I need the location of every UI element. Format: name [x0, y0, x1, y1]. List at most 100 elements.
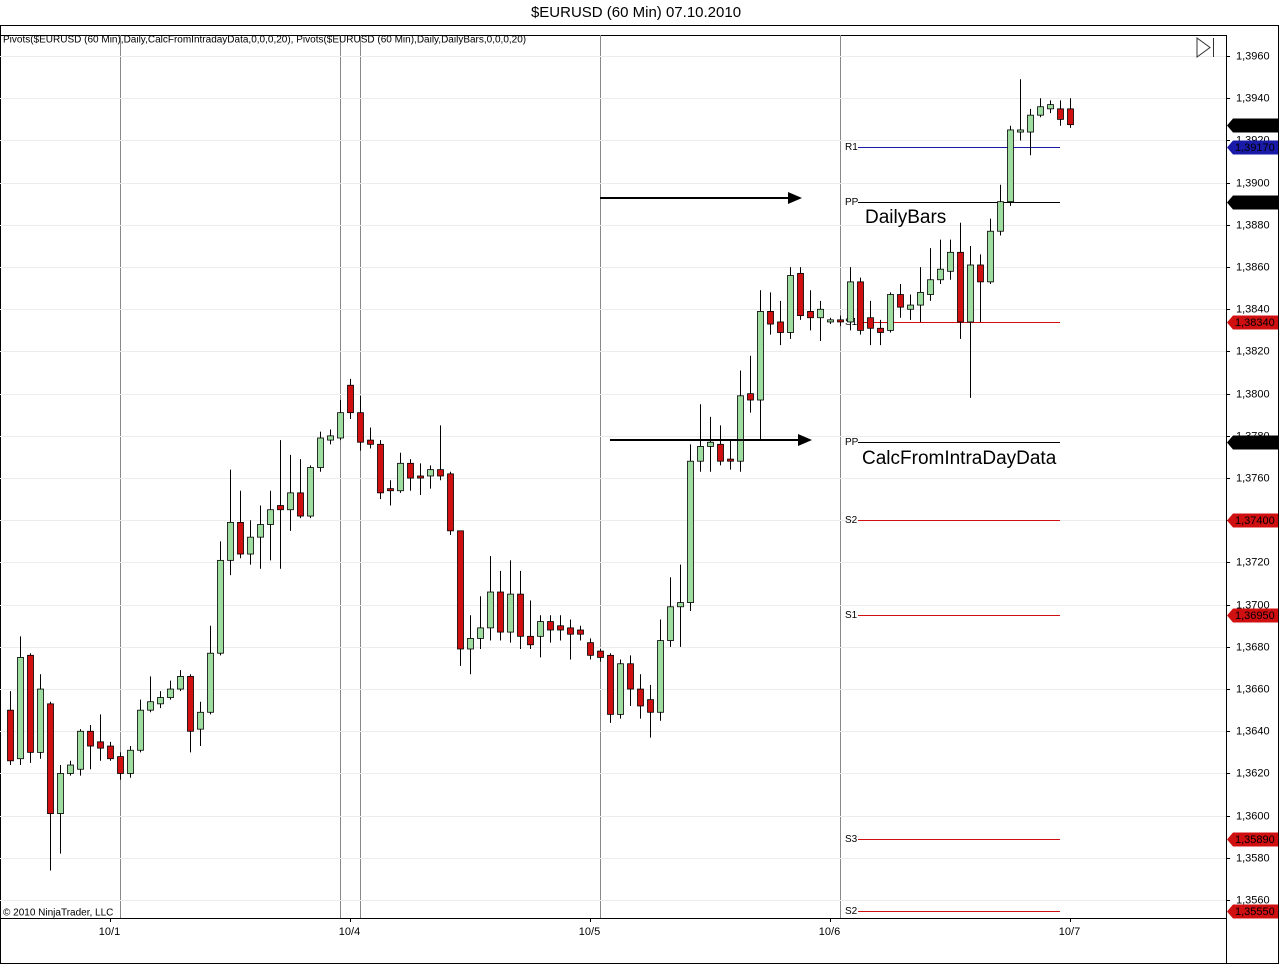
candle-body — [437, 469, 444, 477]
candle-body — [287, 492, 294, 511]
candle-body — [1027, 114, 1034, 133]
candle-body — [627, 663, 634, 690]
x-tick-label: 10/7 — [1059, 926, 1080, 938]
candle-body — [1057, 108, 1064, 120]
candle-body — [257, 524, 264, 538]
candle-body — [857, 281, 864, 331]
price-marker-label: 1,36950 — [1235, 610, 1275, 622]
candle-body — [227, 521, 234, 561]
arrow-head — [798, 434, 812, 446]
chart-title: $EURUSD (60 Min) 07.10.2010 — [531, 4, 741, 21]
candle-body — [797, 273, 804, 317]
candle-body — [157, 697, 164, 705]
y-tick-label: 1,3860 — [1236, 261, 1270, 273]
candle-body — [167, 688, 174, 698]
play-icon[interactable] — [1196, 37, 1211, 58]
candle-body — [837, 319, 844, 323]
price-marker-label: 1,37770 — [1235, 437, 1275, 449]
price-marker-label: 1,35550 — [1235, 906, 1275, 918]
candle-body — [457, 530, 464, 650]
pivot-name: S2 — [845, 906, 858, 917]
x-tick-label: 10/6 — [819, 926, 840, 938]
y-tick-label: 1,3720 — [1236, 556, 1270, 568]
plot: R1 PP S1 PP S2 S1 S3 S2 — [0, 56, 1226, 917]
candle-body — [517, 593, 524, 637]
candle-body — [377, 443, 384, 494]
candle-body — [637, 688, 644, 707]
candle-body — [1037, 106, 1044, 116]
price-marker — [1227, 904, 1278, 919]
candle-body — [307, 467, 314, 517]
price-marker-label: 1,37400 — [1235, 515, 1275, 527]
y-tick-label: 1,3640 — [1236, 725, 1270, 737]
candle-body — [37, 688, 44, 753]
y-tick-label: 1,3960 — [1236, 50, 1270, 62]
candle-body — [677, 602, 684, 608]
candle-body — [47, 703, 54, 814]
pivot-name: S1 — [845, 317, 858, 328]
candle-body — [147, 701, 154, 711]
candle-body — [867, 317, 874, 329]
pivot-name: R1 — [845, 142, 858, 153]
candle-body — [897, 294, 904, 308]
arrows — [600, 192, 812, 446]
candle-body — [777, 321, 784, 333]
candle-body — [1007, 129, 1014, 203]
candle-body — [237, 521, 244, 555]
candle-body — [717, 443, 724, 462]
candle-body — [577, 629, 584, 635]
candle-body — [787, 275, 794, 333]
candle-body — [997, 201, 1004, 232]
y-tick-label: 1,3880 — [1236, 219, 1270, 231]
y-tick-label: 1,3760 — [1236, 472, 1270, 484]
candle-body — [367, 439, 374, 445]
x-tick-label: 10/5 — [579, 926, 600, 938]
candle-body — [607, 654, 614, 715]
candle-body — [687, 460, 694, 603]
annotation: CalcFromIntraDayData — [862, 448, 1057, 469]
price-marker — [1227, 195, 1278, 210]
candle-body — [967, 264, 974, 323]
icon[interactable] — [1196, 37, 1214, 58]
candle-body — [497, 591, 504, 633]
candle-body — [87, 730, 94, 747]
frame — [0, 25, 1279, 964]
candle-body — [617, 663, 624, 715]
price-marker-label: 1,35890 — [1235, 834, 1275, 846]
candle-body — [707, 441, 714, 447]
candle-body — [887, 294, 894, 331]
price-marker-label: 1,38340 — [1235, 317, 1275, 329]
price-marker — [1227, 118, 1278, 133]
y-tick-label: 1,3680 — [1236, 641, 1270, 653]
candle-body — [647, 699, 654, 713]
price-marker-label: 1,38910 — [1235, 197, 1275, 209]
candle-body — [297, 492, 304, 517]
y-tick-label: 1,3600 — [1236, 810, 1270, 822]
candle-body — [507, 593, 514, 633]
y-tick-label: 1,3840 — [1236, 303, 1270, 315]
candle-body — [807, 310, 814, 319]
candle-body — [657, 640, 664, 713]
candle-body — [957, 251, 964, 323]
candle-body — [1017, 129, 1024, 133]
price-marker-label: 1,39170 — [1235, 142, 1275, 154]
arrow-head — [788, 192, 802, 204]
candle-body — [477, 627, 484, 639]
candle-body — [547, 621, 554, 631]
price-marker — [1227, 140, 1278, 155]
candle-body — [727, 458, 734, 462]
x-tick-label: 10/1 — [99, 926, 120, 938]
candle-body — [907, 304, 914, 310]
candle-body — [917, 292, 924, 306]
pivot-name: S3 — [845, 834, 858, 845]
candle-body — [557, 625, 564, 631]
candle-body — [317, 437, 324, 468]
candle-body — [827, 319, 834, 323]
pivot-name: PP — [845, 197, 859, 208]
annotation: DailyBars — [865, 207, 946, 228]
y-tick-label: 1,3560 — [1236, 894, 1270, 906]
copyright: © 2010 NinjaTrader, LLC — [3, 908, 113, 919]
candle-body — [97, 741, 104, 749]
